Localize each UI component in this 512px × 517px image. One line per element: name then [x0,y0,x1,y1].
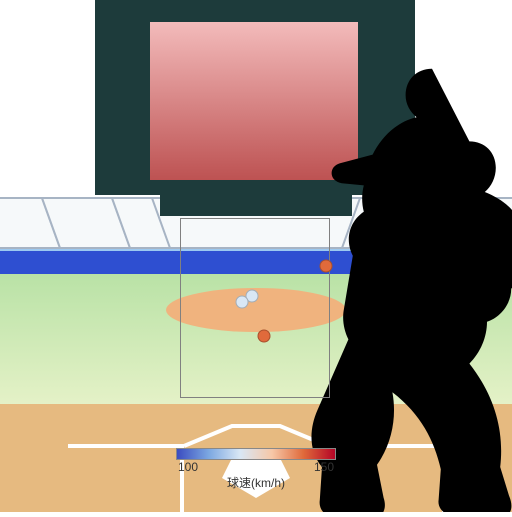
pitch-marker [258,330,271,343]
speed-gradient-bar [176,448,336,460]
speed-tick-max: 150 [314,460,334,474]
speed-tick-min: 100 [178,460,198,474]
strike-zone [180,218,330,398]
speed-legend-label: 球速(km/h) [176,474,336,491]
pitch-marker [320,260,333,273]
speed-legend: 100 150 球速(km/h) [176,448,336,491]
pitch-marker [236,296,249,309]
